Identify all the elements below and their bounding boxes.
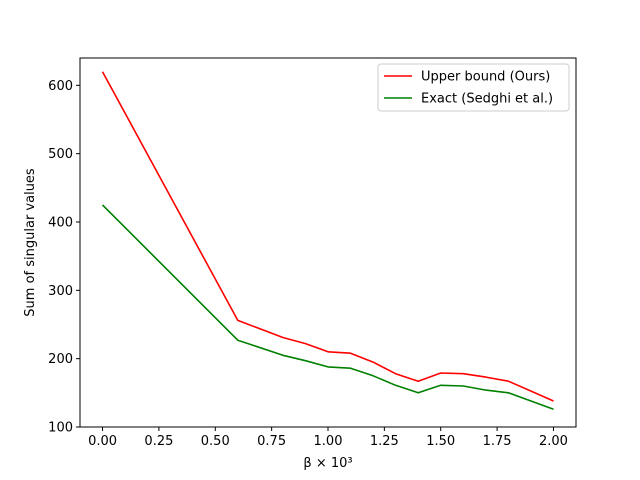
y-tick-label: 200 [48, 352, 73, 367]
series-line-2 [101, 204, 554, 410]
y-tick-label: 300 [48, 284, 73, 299]
x-axis-label: β × 10³ [303, 456, 352, 471]
x-tick-label: 2.00 [539, 434, 568, 449]
x-tick-label: 1.50 [426, 434, 455, 449]
x-tick-label: 0.25 [144, 434, 173, 449]
series-layer [101, 71, 554, 410]
legend: Upper bound (Ours) Exact (Sedghi et al.) [377, 63, 570, 112]
x-tick-label: 0.50 [201, 434, 230, 449]
plot-frame [79, 57, 577, 428]
x-tick-label: 1.75 [483, 434, 512, 449]
y-tick-label: 400 [48, 216, 73, 231]
x-tick-label: 0.00 [88, 434, 117, 449]
y-tick-label: 500 [48, 147, 73, 162]
x-tick-label: 1.00 [314, 434, 343, 449]
y-axis-label: Sum of singular values [23, 168, 38, 317]
y-tick-label: 600 [48, 79, 73, 94]
legend-label-1: Upper bound (Ours) [421, 70, 550, 85]
x-tick-label: 0.75 [257, 434, 286, 449]
x-axis: 0.00 0.25 0.50 0.75 1.00 1.25 1.50 1.75 2.00 [88, 427, 568, 449]
y-axis: 100 200 300 400 500 600 [48, 79, 80, 436]
legend-label-2: Exact (Sedghi et al.) [421, 92, 553, 107]
series-line-1 [101, 71, 554, 402]
x-tick-label: 1.25 [370, 434, 399, 449]
legend-box [377, 63, 570, 112]
y-tick-label: 100 [48, 421, 73, 436]
